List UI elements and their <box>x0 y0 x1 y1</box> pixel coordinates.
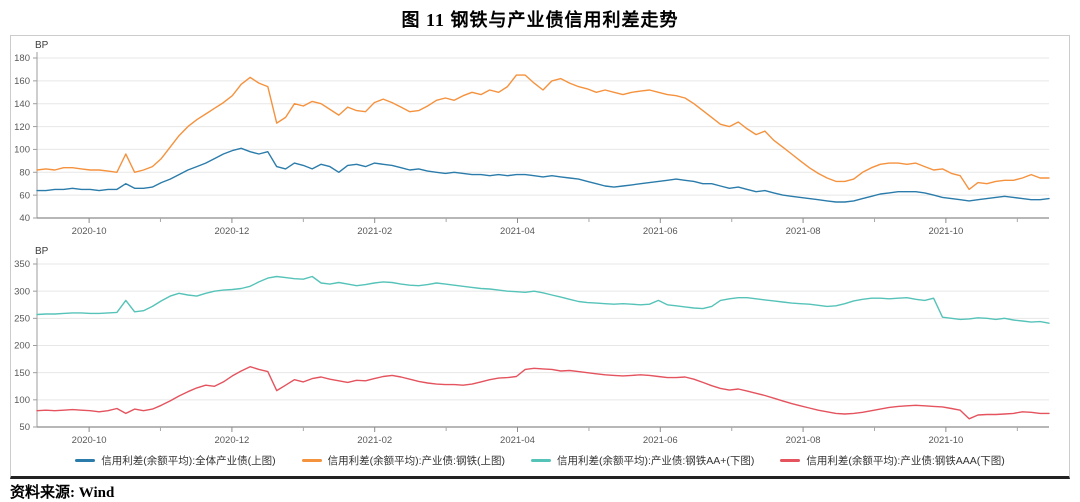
x-tick-label: 2021-08 <box>786 435 821 446</box>
x-tick-label: 2021-02 <box>357 435 392 446</box>
x-tick-label: 2021-10 <box>928 226 963 237</box>
y-tick-label: 150 <box>14 368 30 379</box>
x-tick-label: 2020-12 <box>214 435 249 446</box>
x-tick-label: 2020-10 <box>72 435 107 446</box>
x-tick-label: 2021-10 <box>928 435 963 446</box>
y-tick-label: 250 <box>14 314 30 325</box>
y-tick-label: 300 <box>14 286 30 297</box>
y-axis-unit-label: BP <box>35 246 49 257</box>
chart-legend: 信用利差(余额平均):全体产业债(上图) 信用利差(余额平均):产业债:钢铁(上图… <box>11 448 1069 472</box>
legend-swatch-icon <box>780 458 801 462</box>
legend-swatch-icon <box>75 458 96 462</box>
x-tick-label: 2021-08 <box>786 226 821 237</box>
legend-label: 信用利差(余额平均):产业债:钢铁AA+(下图) <box>556 454 755 467</box>
y-axis-unit-label: BP <box>35 40 49 51</box>
legend-label: 信用利差(余额平均):产业债:钢铁AAA(下图) <box>806 454 1005 467</box>
x-tick-label: 2020-12 <box>214 226 249 237</box>
y-tick-label: 140 <box>14 99 30 110</box>
y-tick-label: 120 <box>14 122 30 133</box>
series-line-0-1 <box>36 74 1050 191</box>
legend-item-2: 信用利差(余额平均):产业债:钢铁AA+(下图) <box>530 453 755 468</box>
legend-label: 信用利差(余额平均):全体产业债(上图) <box>101 454 276 467</box>
y-tick-label: 160 <box>14 76 30 87</box>
y-tick-label: 180 <box>14 53 30 64</box>
y-tick-label: 50 <box>19 422 30 433</box>
y-tick-label: 40 <box>19 213 30 224</box>
x-tick-label: 2021-04 <box>500 226 535 237</box>
y-tick-label: 60 <box>19 190 30 201</box>
series-line-1-0 <box>36 275 1050 324</box>
y-tick-label: 350 <box>14 259 30 270</box>
legend-swatch-icon <box>530 458 551 462</box>
bottom-panel-chart: 50 100 150 200 250 300 350 2020-10 2020-12 2021-0… <box>14 246 1050 446</box>
legend-label: 信用利差(余额平均):产业债:钢铁(上图) <box>327 454 505 467</box>
y-tick-label: 200 <box>14 341 30 352</box>
figure-title: 图 11 钢铁与产业债信用利差走势 <box>401 10 679 30</box>
legend-item-1: 信用利差(余额平均):产业债:钢铁(上图) <box>301 453 505 468</box>
x-tick-label: 2021-06 <box>643 435 678 446</box>
x-tick-label: 2021-06 <box>643 226 678 237</box>
legend-swatch-icon <box>301 458 322 462</box>
series-line-0-0 <box>36 147 1050 203</box>
y-tick-label: 80 <box>19 167 30 178</box>
legend-item-3: 信用利差(余额平均):产业债:钢铁AAA(下图) <box>780 453 1005 468</box>
legend-item-0: 信用利差(余额平均):全体产业债(上图) <box>75 453 276 468</box>
x-tick-label: 2020-10 <box>72 226 107 237</box>
x-tick-label: 2021-02 <box>357 226 392 237</box>
source-note: 资料来源: Wind <box>10 485 115 501</box>
x-tick-label: 2021-04 <box>500 435 535 446</box>
top-panel-chart: 40 60 80 100 120 140 160 180 2020-10 2020-12 2021-… <box>14 40 1050 237</box>
y-tick-label: 100 <box>14 145 30 156</box>
y-tick-label: 100 <box>14 395 30 406</box>
chart-figure: 40 60 80 100 120 140 160 180 2020-10 2020-12 2021-… <box>10 35 1070 479</box>
series-line-1-1 <box>36 365 1050 420</box>
